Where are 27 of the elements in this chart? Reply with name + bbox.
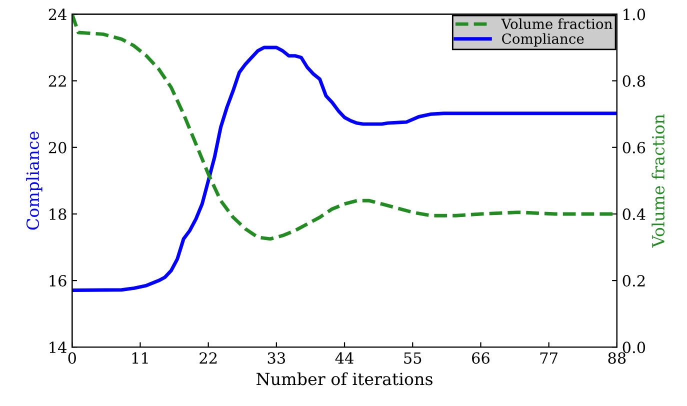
y-tick-label: 16	[50, 275, 66, 287]
y2-tick-label: 1.0	[624, 8, 646, 20]
y-axis-title: Compliance	[26, 132, 42, 230]
y2-tick-label: 0.4	[622, 208, 646, 220]
y-tick-label: 18	[50, 208, 66, 220]
line-series	[72, 46, 617, 292]
y2-tick-label: 0.2	[622, 275, 645, 287]
x-axis-title: Number of iterations	[256, 372, 432, 386]
x-tick-label: 77	[540, 352, 558, 364]
y2-axis-title: Volume fraction	[652, 114, 665, 248]
y-tick-label: 24	[48, 8, 67, 20]
x-tick-label: 0	[68, 352, 76, 364]
y-tick-label: 22	[48, 75, 66, 87]
y2-tick-label: 0.6	[622, 142, 646, 154]
x-tick-label: 44	[335, 352, 354, 364]
x-tick-label: 66	[472, 352, 490, 364]
y2-tick-label: 0.0	[622, 342, 646, 354]
y-tick-label: 14	[50, 342, 67, 353]
y-tick-label: 20	[48, 142, 66, 154]
x-tick-label: 22	[200, 352, 217, 364]
legend-label: Volume fraction	[501, 18, 612, 30]
y2-tick-label: 0.8	[622, 75, 646, 87]
legend-label: Compliance	[502, 33, 584, 47]
x-tick-label: 55	[404, 352, 422, 364]
x-tick-label: 33	[268, 352, 286, 364]
x-tick-label: 88	[608, 352, 626, 364]
x-tick-label: 11	[132, 352, 148, 364]
